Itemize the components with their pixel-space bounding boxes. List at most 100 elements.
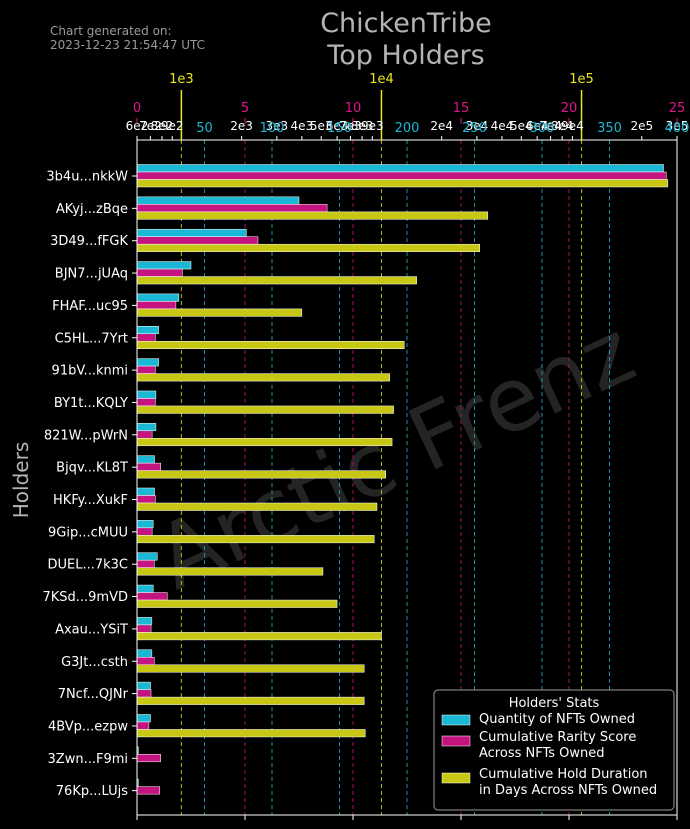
- bar-rarity: [136, 624, 152, 633]
- bar-rarity: [136, 754, 162, 763]
- bar-duration: [136, 664, 365, 673]
- y-tick-label: AKyj...zBqe: [56, 202, 128, 217]
- duration-minor-tick-label: 6e2: [126, 119, 149, 133]
- bar-duration: [136, 502, 378, 511]
- y-tick-label: 3Zwn...F9mi: [48, 752, 128, 767]
- bar-rarity: [136, 786, 160, 795]
- bar-quantity: [136, 423, 157, 432]
- generated-note: Chart generated on: 2023-12-23 21:54:47 U…: [50, 24, 205, 52]
- quantity-tick-label: 250: [462, 121, 487, 136]
- bar-rarity: [136, 657, 155, 665]
- y-tick-label: BY1t...KQLY: [54, 396, 128, 411]
- bar-rarity: [136, 721, 150, 730]
- bar-duration: [136, 308, 303, 317]
- bar-quantity: [136, 293, 180, 302]
- bar-quantity: [136, 681, 151, 690]
- quantity-tick-label: 200: [395, 121, 420, 136]
- bar-duration: [136, 567, 324, 576]
- bar-duration: [136, 696, 365, 705]
- rarity-tick-label: 25: [669, 101, 686, 116]
- axes: 3b4u...nkkW AKyj...zBqe 3D49...fFGK BJN7...…: [42, 72, 689, 820]
- duration-minor-tick-label: 9e4: [561, 119, 584, 133]
- y-tick-label: C5HL...7Yrt: [55, 331, 128, 346]
- bar-quantity: [136, 164, 664, 173]
- bar-duration: [136, 373, 390, 382]
- bar-quantity: [136, 358, 159, 367]
- rarity-tick-label: 20: [561, 101, 578, 116]
- duration-minor-tick-label: 6e4: [526, 119, 549, 133]
- bar-quantity: [136, 326, 159, 334]
- bar-rarity: [136, 527, 153, 536]
- duration-minor-tick-label: 2e5: [630, 119, 653, 133]
- bar-rarity: [136, 495, 156, 504]
- bar-rarity: [136, 301, 177, 310]
- y-tick-label: 76Kp...LUjs: [56, 784, 128, 799]
- bar-duration: [136, 179, 669, 188]
- bar-duration: [136, 211, 489, 220]
- bar-rarity: [136, 333, 156, 342]
- bar-rarity: [136, 398, 156, 407]
- bar-duration: [136, 405, 394, 414]
- duration-minor-tick-label: 2e4: [430, 119, 453, 133]
- y-tick-label: HKFy...XukF: [53, 493, 128, 508]
- y-axis-label: Holders: [9, 442, 33, 518]
- duration-minor-tick-label: 3e5: [666, 119, 689, 133]
- y-tick-label: Axau...YSiT: [55, 622, 128, 637]
- bar-quantity: [136, 455, 155, 464]
- duration-minor-tick-label: 7e4: [539, 119, 562, 133]
- bar-rarity: [136, 559, 155, 568]
- bar-rarity: [136, 689, 152, 698]
- quantity-tick-label: 150: [327, 121, 352, 136]
- quantity-tick-label: 50: [196, 121, 213, 136]
- duration-minor-tick-label: 4e3: [291, 119, 314, 133]
- y-tick-label: 3D49...fFGK: [50, 234, 128, 249]
- bar-duration: [136, 438, 393, 447]
- quantity-tick-label: 100: [260, 121, 285, 136]
- bar-rarity: [136, 236, 259, 245]
- legend-swatch: [441, 735, 471, 747]
- duration-minor-tick-label: 7e3: [339, 119, 362, 133]
- duration-minor-tick-label: 5e4: [510, 119, 533, 133]
- y-tick-label: DUEL...7k3C: [47, 558, 128, 573]
- rarity-tick-label: 5: [241, 101, 249, 116]
- y-tick-label: Bjqv...KL8T: [56, 461, 128, 476]
- duration-minor-tick-label: 3e3: [266, 119, 289, 133]
- duration-major-tick-label: 1e3: [169, 72, 194, 87]
- chart-title: ChickenTribe Top Holders: [320, 8, 492, 71]
- y-tick-label: 821W...pWrN: [44, 428, 128, 443]
- duration-minor-tick-label: 8e3: [351, 119, 374, 133]
- quantity-tick-label: 400: [665, 121, 690, 136]
- bar-rarity: [136, 365, 156, 374]
- duration-minor-tick-label: 9e2: [161, 119, 184, 133]
- bar-rarity: [136, 268, 183, 277]
- bar-quantity: [136, 520, 154, 529]
- duration-minor-tick-label: 7e2: [139, 119, 162, 133]
- bar-quantity: [136, 228, 247, 237]
- y-tick-label: 91bV...knmi: [52, 364, 128, 379]
- bar-duration: [136, 632, 382, 641]
- bar-rarity: [136, 204, 328, 213]
- quantity-tick-label: 300: [530, 121, 555, 136]
- bar-rarity: [136, 462, 162, 471]
- bar-quantity: [136, 714, 151, 723]
- legend-swatch: [441, 714, 471, 726]
- bar-rarity: [136, 430, 153, 439]
- legend-title: Holders' Stats: [509, 696, 600, 711]
- bar-quantity: [136, 617, 153, 626]
- y-tick-label: 7KSd...9mVD: [42, 590, 128, 605]
- duration-minor-tick-label: 8e4: [551, 119, 574, 133]
- y-tick-label: 4BVp...ezpw: [48, 719, 128, 734]
- duration-minor-tick-label: 4e4: [491, 119, 514, 133]
- legend-label: Cumulative Rarity Score Across NFTs Owned: [479, 730, 636, 761]
- duration-minor-tick-label: 8e2: [151, 119, 174, 133]
- y-tick-label: FHAF...uc95: [52, 299, 128, 314]
- bar-duration: [136, 729, 366, 738]
- y-tick-label: 9Gip...cMUU: [48, 525, 128, 540]
- duration-minor-tick-label: 2e3: [230, 119, 253, 133]
- y-tick-label: G3Jt...csth: [61, 655, 128, 670]
- bar-duration: [136, 276, 417, 285]
- bar-quantity: [136, 584, 154, 593]
- bar-duration: [136, 535, 375, 544]
